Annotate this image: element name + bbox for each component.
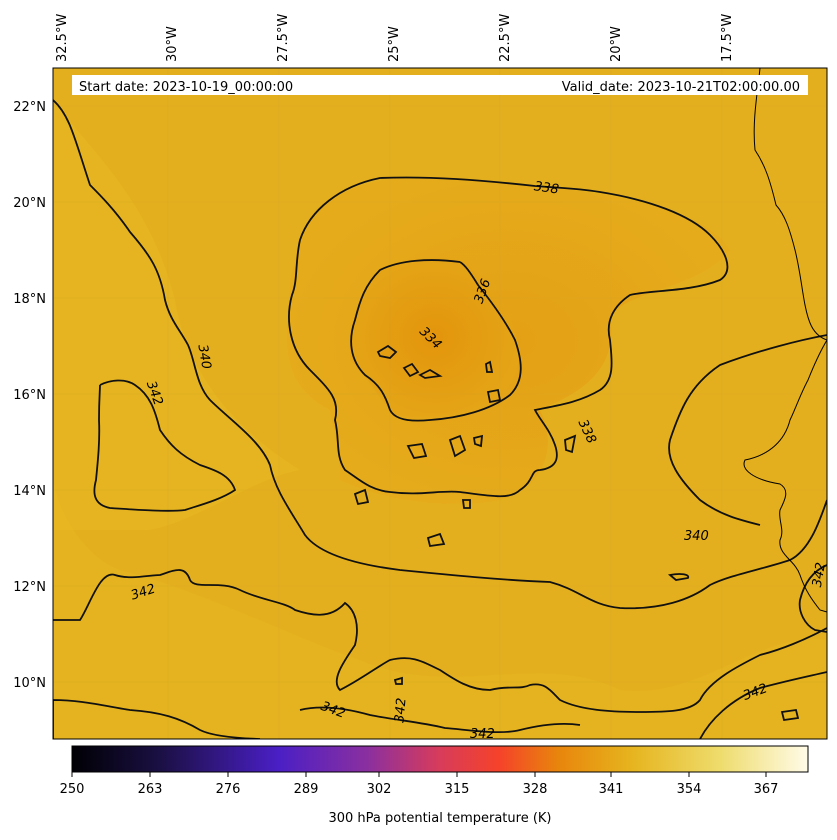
lon-label: 17.5°W <box>720 14 735 62</box>
lat-label: 14°N <box>13 484 46 499</box>
contour-338-b <box>406 443 428 459</box>
latitude-labels: 22°N 20°N 18°N 16°N 14°N 12°N 10°N <box>13 100 46 691</box>
lat-label: 10°N <box>13 676 46 691</box>
lon-label: 25°W <box>387 26 402 62</box>
lon-label: 32.5°W <box>55 14 70 62</box>
contour-334-a <box>376 344 398 359</box>
contour-label: 340 <box>194 343 213 370</box>
colorbar-tick-label: 302 <box>367 782 392 797</box>
colorbar-tick-label: 367 <box>754 782 779 797</box>
lon-label: 27.5°W <box>276 14 291 62</box>
colorbar-tick-label: 328 <box>523 782 548 797</box>
contour-342-west <box>93 379 237 512</box>
colorbar-tick-label: 289 <box>294 782 319 797</box>
coastline <box>743 68 827 613</box>
colorbar <box>71 745 809 773</box>
lon-label: 20°W <box>609 26 624 62</box>
lat-label: 16°N <box>13 388 46 403</box>
contour-334-b <box>402 362 420 378</box>
contour-334-c <box>418 368 443 379</box>
gridlines <box>53 68 827 739</box>
contour-342-island-b <box>393 676 403 685</box>
warm-region-south <box>53 100 827 739</box>
contour-342-island-a <box>780 708 800 722</box>
contour-label: 338 <box>533 179 560 197</box>
contour-label-group: 338 336 334 340 342 338 340 342 342 342 … <box>129 179 829 742</box>
lat-label: 22°N <box>13 100 46 115</box>
contour-340-east <box>668 334 827 526</box>
contour-label: 340 <box>684 529 709 544</box>
contour-338-g <box>426 532 446 548</box>
field-core-334 <box>350 258 519 417</box>
contour-342-south <box>53 569 827 713</box>
warm-region-west <box>53 100 300 530</box>
lat-label: 20°N <box>13 196 46 211</box>
contour-342-bottom <box>299 706 581 734</box>
lon-label: 22.5°W <box>498 14 513 62</box>
contour-340-main <box>53 99 827 610</box>
contour-338-e <box>564 434 577 454</box>
colorbar-tick-label: 341 <box>599 782 624 797</box>
colorbar-tick-label: 354 <box>677 782 702 797</box>
valid-date: Valid_date: 2023-10-21T02:00:00.00 <box>562 80 800 95</box>
contour-338-h <box>461 499 471 509</box>
contour-label: 342 <box>470 727 495 742</box>
lat-label: 18°N <box>13 292 46 307</box>
map-frame <box>52 67 828 740</box>
contour-label: 342 <box>392 697 409 723</box>
contour-338-c <box>448 434 467 458</box>
contour-label: 342 <box>129 582 157 604</box>
contour-342-se <box>699 671 827 739</box>
colorbar-tick-label: 263 <box>138 782 163 797</box>
colorbar-tick-label: 276 <box>216 782 241 797</box>
colorbar-tick-labels: 250 263 276 289 302 315 328 341 354 367 <box>60 782 779 797</box>
lat-label: 12°N <box>13 580 46 595</box>
contour-336 <box>350 259 522 422</box>
contour-342-sw-lower <box>53 699 261 739</box>
contour-338-main <box>288 176 729 498</box>
lon-label: 30°W <box>165 26 180 62</box>
temperature-field <box>53 68 827 739</box>
contour-338-f <box>353 488 370 506</box>
contour-340-sub <box>667 573 690 581</box>
contour-334-e <box>486 388 502 404</box>
longitude-labels: 32.5°W 30°W 27.5°W 25°W 22.5°W 20°W 17.5… <box>55 14 735 62</box>
contour-342-east <box>798 564 827 633</box>
start-date: Start date: 2023-10-19_00:00:00 <box>79 80 293 95</box>
colorbar-title: 300 hPa potential temperature (K) <box>328 811 551 826</box>
contour-334-d <box>485 360 494 373</box>
colorbar-ticks <box>71 772 767 777</box>
contour-label: 342 <box>810 561 829 588</box>
colorbar-tick-label: 250 <box>60 782 85 797</box>
info-bar <box>72 75 808 95</box>
contour-lines <box>53 99 827 739</box>
coastline-west-africa <box>743 68 827 613</box>
contour-338-d <box>472 434 484 448</box>
colorbar-tick-label: 315 <box>445 782 470 797</box>
